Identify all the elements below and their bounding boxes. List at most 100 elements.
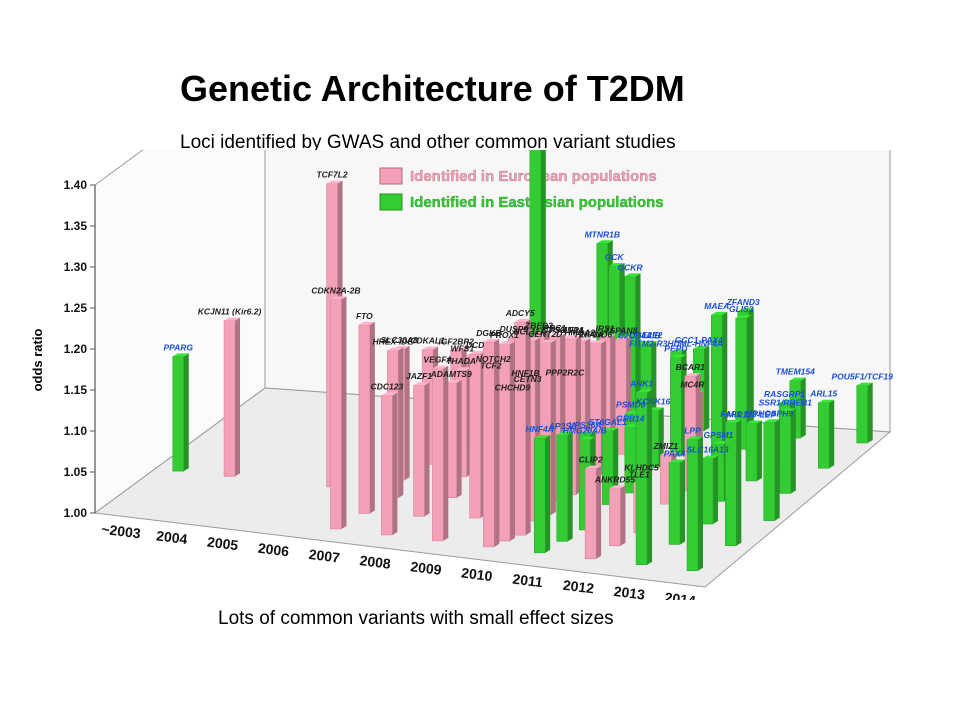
bar-front xyxy=(533,437,546,554)
bar-top xyxy=(224,317,241,321)
bar-gene-label: PROX1 xyxy=(490,330,519,340)
legend-swatch xyxy=(379,167,403,185)
bar-gene-label: KCJN11 (Kir6.2) xyxy=(198,307,262,317)
bar-side xyxy=(697,436,703,571)
bar-top xyxy=(469,351,486,355)
bar-gene-label: TMEM154 xyxy=(776,367,815,377)
bar-side xyxy=(620,485,626,546)
bar-front xyxy=(686,439,699,572)
bar-side xyxy=(456,379,462,498)
bar-side xyxy=(790,408,796,494)
bar-gene-label: FAF1 xyxy=(720,409,741,419)
bar-top xyxy=(564,336,581,340)
bar-top xyxy=(608,263,625,267)
bar-top xyxy=(669,459,686,463)
bar-front xyxy=(483,341,495,548)
bar-top xyxy=(533,331,550,335)
bar-top xyxy=(432,365,449,369)
y-tick-label: 1.30 xyxy=(64,260,88,274)
bar-top xyxy=(549,333,566,337)
x-tick-label: 2011 xyxy=(512,571,544,591)
x-tick-label: 2013 xyxy=(613,583,646,600)
bar-gene-label: BCL11A xyxy=(513,327,545,337)
bar-gene-label: ST6GAL1 xyxy=(589,417,628,427)
y-tick-label: 1.20 xyxy=(64,342,88,356)
bar-ssr1-rreb1 xyxy=(779,408,796,494)
bar-top xyxy=(737,308,754,312)
bar-lpp xyxy=(686,436,703,572)
bar-gene-label: GPSM1 xyxy=(704,430,734,440)
bar-slc16a13 xyxy=(701,455,719,525)
bar-clip2 xyxy=(584,465,602,560)
y-tick-label: 1.05 xyxy=(64,465,88,479)
bar-gene-label: CHCHD9 xyxy=(495,383,531,393)
bar-top xyxy=(358,321,375,325)
bar-side xyxy=(443,365,449,541)
bar-gene-label: PPARG xyxy=(163,342,193,352)
x-tick-label: 2010 xyxy=(460,564,493,584)
bar-front xyxy=(172,356,185,472)
bar-top xyxy=(702,455,719,459)
bar-top xyxy=(745,420,762,424)
bar-side xyxy=(756,420,762,481)
bar-top xyxy=(609,485,626,489)
bar-gene-label: IGF2BP2 xyxy=(438,336,474,346)
bar-top xyxy=(445,379,462,383)
bar-gene-label: FITM2-R3HDML-HNF4A xyxy=(629,338,723,348)
bar-top xyxy=(779,408,796,412)
bar-kcnk16 xyxy=(647,407,664,468)
bar-top xyxy=(735,315,752,319)
bar-gene-label: TP53INP1 xyxy=(544,325,583,335)
bar-ap3s2 xyxy=(556,431,573,542)
bar-gene-label: TCF7L2 xyxy=(316,170,347,180)
bar-top xyxy=(483,338,500,342)
bar-faf1 xyxy=(725,419,742,547)
bar-top xyxy=(636,389,653,393)
y-tick-label: 1.00 xyxy=(64,506,88,520)
bar-front xyxy=(856,385,868,444)
bar-gene-label: HNF1A xyxy=(575,330,603,340)
bar-top xyxy=(856,382,873,386)
bar-gene-label: KLHDC5 xyxy=(624,462,659,472)
bar-ank1 xyxy=(635,389,653,566)
bar-gene-label: ZMIZ1 xyxy=(653,441,679,451)
bar-top xyxy=(534,435,551,439)
bar-top xyxy=(624,273,641,277)
bar-gene-label: HNF4A xyxy=(526,424,554,434)
bar-side xyxy=(829,399,835,469)
bar-top xyxy=(660,451,677,455)
bar-side xyxy=(341,296,347,529)
slide-title: Genetic Architecture of T2DM xyxy=(180,68,685,109)
x-tick-label: 2008 xyxy=(359,552,392,572)
bar-gene-label: MTNR1B xyxy=(585,229,620,239)
bar-top xyxy=(602,427,619,431)
x-tick-label: 2004 xyxy=(155,527,188,547)
bar-front xyxy=(668,462,681,545)
bar-top xyxy=(711,311,728,315)
bar-top xyxy=(514,318,531,322)
bar-gene-label: GCKR xyxy=(618,262,644,272)
bar-gene-label: JAZF1 xyxy=(406,371,432,381)
bar-vegfa xyxy=(432,365,449,542)
legend-swatch xyxy=(379,193,403,211)
bar-gene-label: DUSP9 xyxy=(500,324,529,334)
bar-top xyxy=(387,347,404,351)
bar-side xyxy=(235,317,241,477)
bar-top xyxy=(579,431,596,435)
bar-gene-label: VEGFA xyxy=(423,355,452,365)
bar-top xyxy=(326,180,343,184)
slide-subtitle: Loci identified by GWAS and other common… xyxy=(180,132,676,153)
bar-gene-label: CDKN2A-2B xyxy=(311,285,360,295)
bar-side xyxy=(567,431,573,542)
bar-gene-label: SLC30A8 xyxy=(380,335,418,345)
bar-front xyxy=(745,423,758,482)
bar-gene-label: MAEA xyxy=(704,301,729,311)
x-tick-label: 2014 xyxy=(664,589,697,600)
bar-side xyxy=(424,382,430,517)
bar-front xyxy=(763,422,775,521)
bar-top xyxy=(686,436,703,440)
bar-top xyxy=(615,336,632,340)
bar-gene-label: TCF2 xyxy=(480,360,502,370)
x-tick-label: 2007 xyxy=(308,546,341,566)
bar-mir129-lep xyxy=(745,420,762,482)
